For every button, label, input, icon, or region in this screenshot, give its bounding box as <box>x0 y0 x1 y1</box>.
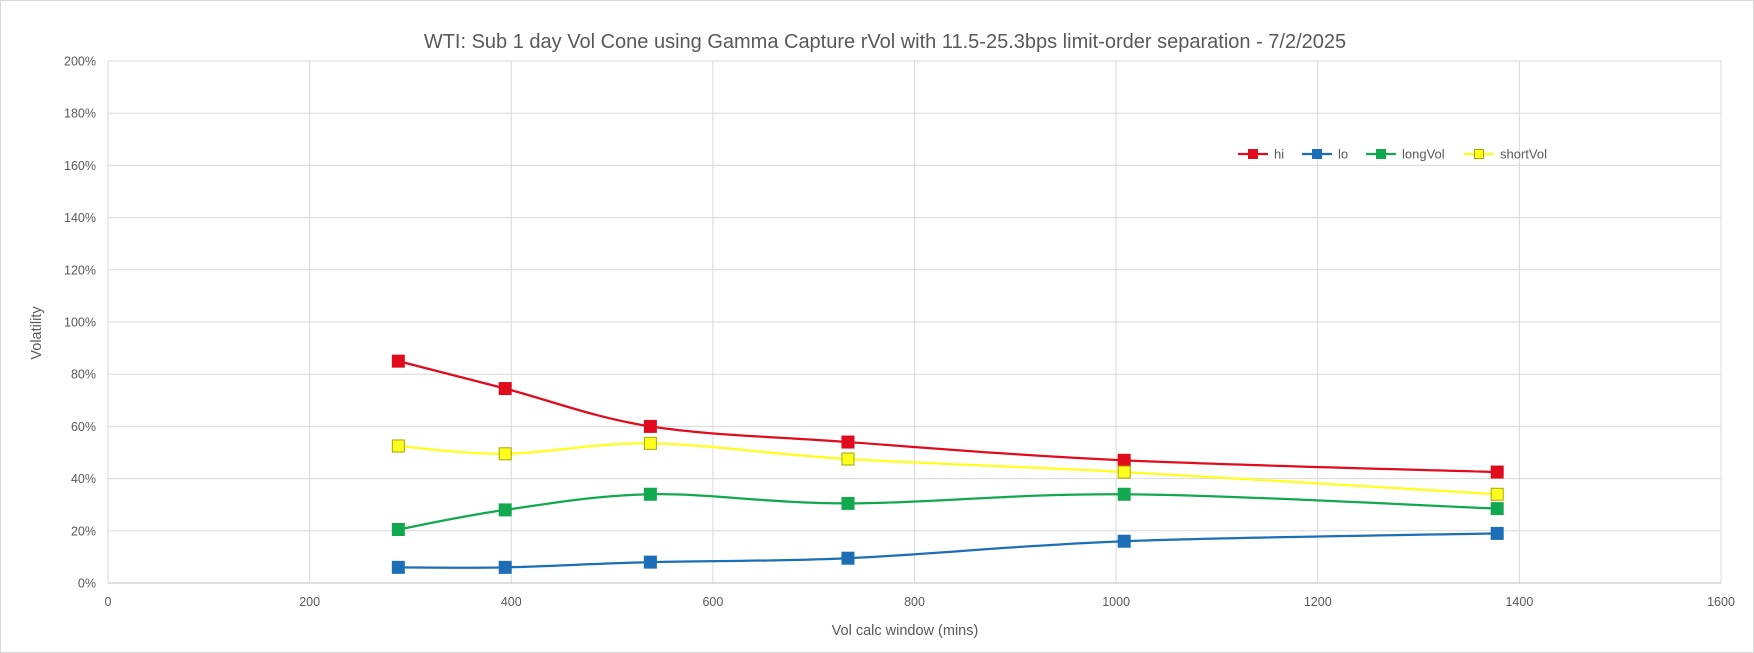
data-point-shortVol <box>841 452 855 466</box>
y-tick-label: 20% <box>71 524 96 538</box>
x-tick-label: 1200 <box>1304 595 1332 609</box>
data-point-lo <box>1490 526 1504 540</box>
x-tick-label: 800 <box>904 595 925 609</box>
y-tick-label: 0% <box>78 577 96 591</box>
series-shortVol <box>391 436 1504 501</box>
legend-item-longVol: longVol <box>1366 147 1445 162</box>
y-tick-label: 60% <box>71 420 96 434</box>
legend-item-shortVol: shortVol <box>1464 147 1547 162</box>
legend-marker <box>1474 149 1484 159</box>
legend-marker <box>1376 149 1386 159</box>
data-point-hi <box>391 354 405 368</box>
series-line-hi <box>398 360 1498 474</box>
data-point-lo <box>643 555 657 569</box>
legend-marker <box>1312 149 1322 159</box>
x-tick-label: 400 <box>501 595 522 609</box>
axes <box>107 61 1721 584</box>
data-point-hi <box>1490 465 1504 479</box>
data-point-hi <box>1117 453 1131 467</box>
series-line-shortVol <box>398 442 1498 496</box>
y-tick-label: 200% <box>64 55 96 69</box>
series-lo <box>391 526 1504 574</box>
data-point-lo <box>391 560 405 574</box>
chart-title: WTI: Sub 1 day Vol Cone using Gamma Capt… <box>424 31 1346 53</box>
legend: hi lo longVol shortVol <box>1238 147 1547 162</box>
data-point-shortVol <box>498 447 512 461</box>
data-series <box>391 354 1504 574</box>
data-point-longVol <box>643 487 657 501</box>
data-point-hi <box>841 435 855 449</box>
x-tick-label: 1000 <box>1102 595 1130 609</box>
data-point-shortVol <box>643 436 657 450</box>
x-tick-label: 1600 <box>1707 595 1735 609</box>
data-point-hi <box>498 382 512 396</box>
legend-item-hi: hi <box>1238 147 1284 162</box>
data-point-lo <box>841 551 855 565</box>
series-hi <box>391 354 1504 479</box>
series-longVol <box>391 487 1504 536</box>
x-tick-label: 600 <box>702 595 723 609</box>
data-point-lo <box>1117 534 1131 548</box>
data-point-longVol <box>841 496 855 510</box>
legend-label: shortVol <box>1500 147 1547 162</box>
y-tick-label: 140% <box>64 211 96 225</box>
tick-labels: 0% 20% 40% 60% 80% 100% 120% 140% 160% 180% 200% 0 2… <box>64 55 1735 610</box>
y-tick-label: 80% <box>71 368 96 382</box>
data-point-shortVol <box>1117 465 1131 479</box>
x-axis-title: Vol calc window (mins) <box>832 623 979 639</box>
data-point-longVol <box>1117 487 1131 501</box>
y-tick-label: 180% <box>64 107 96 121</box>
series-line-lo <box>398 532 1498 569</box>
x-tick-label: 0 <box>105 595 112 609</box>
legend-label: lo <box>1338 147 1348 162</box>
x-tick-label: 200 <box>299 595 320 609</box>
x-tick-label: 1400 <box>1505 595 1533 609</box>
y-tick-label: 100% <box>64 316 96 330</box>
y-tick-label: 120% <box>64 263 96 277</box>
legend-item-lo: lo <box>1302 147 1348 162</box>
legend-label: hi <box>1274 147 1284 162</box>
data-point-shortVol <box>391 439 405 453</box>
data-point-longVol <box>498 503 512 517</box>
data-point-shortVol <box>1490 487 1504 501</box>
y-tick-label: 160% <box>64 159 96 173</box>
y-axis-title: Volatility <box>29 306 45 360</box>
legend-marker <box>1248 149 1258 159</box>
gridlines <box>108 60 1722 583</box>
data-point-longVol <box>1490 502 1504 516</box>
data-point-lo <box>498 560 512 574</box>
legend-label: longVol <box>1402 147 1445 162</box>
data-point-longVol <box>391 522 405 536</box>
series-line-longVol <box>398 493 1498 531</box>
y-tick-label: 40% <box>71 472 96 486</box>
data-point-hi <box>643 419 657 433</box>
